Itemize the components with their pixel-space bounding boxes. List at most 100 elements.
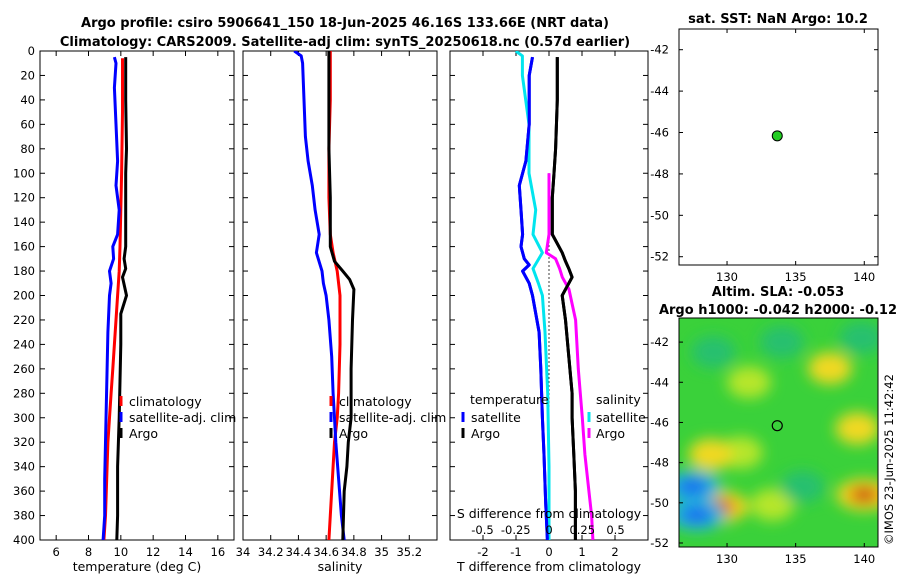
x-tick-label: 6 (53, 545, 60, 559)
series-line-t-satellite (517, 56, 549, 540)
x-tick-label: 34.6 (313, 545, 339, 559)
y-tick-label: 320 (13, 435, 35, 449)
y-tick-label: 20 (20, 68, 35, 82)
x-tick-label: 34 (236, 545, 251, 559)
x-tick-label: 12 (146, 545, 161, 559)
x-tick-label: 34.2 (258, 545, 284, 559)
x-tick-label: 16 (211, 545, 226, 559)
y-tick-label: -48 (650, 167, 669, 181)
header-line2: Climatology: CARS2009. Satellite-adj cli… (60, 35, 630, 50)
x-tick-label: -1 (510, 545, 521, 559)
series-line-s-satellite (514, 51, 551, 540)
sla-blob (807, 352, 852, 385)
x-tick-label: 135 (785, 552, 807, 566)
x-tick-label: 135 (785, 270, 807, 284)
legend-label: climatology (129, 394, 202, 409)
sla-map: 130 135 140 -42 -44 -46 -48 -50 -52 (650, 318, 878, 566)
series-line-climatology (102, 58, 124, 540)
y-tick-label: 260 (13, 362, 35, 376)
sla-blob (780, 470, 825, 503)
argo-location-marker (771, 130, 783, 142)
s-tick-label: 0.25 (569, 523, 595, 537)
x-tick-label: 130 (716, 270, 738, 284)
y-tick-label: -42 (650, 335, 669, 349)
y-tick-label: 120 (13, 191, 35, 205)
y-tick-label: 300 (13, 411, 35, 425)
y-tick-label: -42 (650, 43, 669, 57)
x-tick-label: 2 (611, 545, 618, 559)
x-tick-label: 34.8 (341, 545, 367, 559)
legend-label: Argo (596, 426, 625, 441)
sla-blob (688, 438, 733, 471)
y-tick-label: 340 (13, 460, 35, 474)
sla-blob-core (854, 489, 874, 500)
x-tick-label: 0 (545, 545, 552, 559)
temperature-axes (39, 50, 235, 541)
x-tick-label: 14 (178, 545, 193, 559)
s-tick-label: 0.5 (606, 523, 624, 537)
legend-label: climatology (339, 394, 412, 409)
y-tick-label: 280 (13, 386, 35, 400)
y-tick-label: -48 (650, 456, 669, 470)
x-tick-label: 35.2 (396, 545, 422, 559)
y-tick-label: -46 (650, 126, 669, 140)
x-tick-label: 1 (578, 545, 585, 559)
sla-title-1: Altim. SLA: -0.053 (712, 285, 844, 300)
argo-location-marker (771, 420, 783, 432)
x-axis-label: temperature (deg C) (73, 559, 202, 574)
y-tick-label: 40 (20, 93, 35, 107)
series-line-t-argo (550, 57, 577, 540)
legend-title-temperature: temperature (470, 392, 549, 407)
legend-label: satellite-adj. clim (339, 410, 446, 425)
y-tick-label: 400 (13, 533, 35, 547)
y-tick-label: 180 (13, 264, 35, 278)
s-axis-label: S difference from climatology (457, 506, 642, 521)
x-tick-label: 140 (853, 270, 875, 284)
salinity-plot: 34 34.2 34.4 34.6 34.8 35 35.2 salinity climatol… (236, 50, 446, 574)
sla-blob (750, 488, 795, 521)
x-tick-label: 140 (853, 552, 875, 566)
y-tick-label: 200 (13, 289, 35, 303)
x-axis-label: salinity (318, 559, 363, 574)
sla-title-2: Argo h1000: -0.042 h2000: -0.12 (659, 303, 897, 318)
x-tick-label: -2 (477, 545, 488, 559)
series-line-satellite-adj--clim (293, 51, 346, 540)
sla-blob (691, 336, 736, 369)
x-tick-label: 10 (114, 545, 129, 559)
header-line1: Argo profile: csiro 5906641_150 18-Jun-2… (81, 16, 609, 31)
y-tick-label: 380 (13, 509, 35, 523)
s-tick-label: 0 (545, 523, 552, 537)
y-tick-label: -52 (650, 250, 669, 264)
x-tick-label: 34.4 (286, 545, 312, 559)
s-tick-label: -0.25 (501, 523, 531, 537)
sla-map-axes (678, 317, 879, 548)
legend-title-salinity: salinity (596, 392, 641, 407)
sla-blob (835, 412, 878, 445)
y-tick-label: 140 (13, 215, 35, 229)
series-line-satellite-adj--clim (101, 56, 121, 540)
y-tick-label: -50 (650, 208, 669, 222)
difference-plot: -2 -1 0 1 2T difference from climatology S di… (450, 50, 648, 574)
sst-map-title: sat. SST: NaN Argo: 10.2 (688, 12, 868, 27)
legend-label: satellite (471, 410, 521, 425)
y-tick-label: 80 (20, 142, 35, 156)
x-tick-label: 35 (374, 545, 389, 559)
series-line-s-argo (544, 173, 595, 540)
legend-label: Argo (471, 426, 500, 441)
x-tick-label: 8 (85, 545, 92, 559)
s-tick-label: -0.5 (471, 523, 493, 537)
sla-blobs (679, 322, 878, 531)
legend-label: satellite (596, 410, 646, 425)
legend-label: Argo (339, 426, 368, 441)
y-tick-label: 60 (20, 117, 35, 131)
y-tick-label: -46 (650, 415, 669, 429)
y-tick-label: 360 (13, 484, 35, 498)
sla-blob-core (687, 510, 707, 520)
legend-label: Argo (129, 426, 158, 441)
sla-blob (759, 326, 804, 359)
y-tick-label: -50 (650, 496, 669, 510)
y-tick-label: 160 (13, 240, 35, 254)
series-line-argo (327, 51, 356, 540)
y-tick-label: 240 (13, 337, 35, 351)
y-tick-label: 220 (13, 313, 35, 327)
